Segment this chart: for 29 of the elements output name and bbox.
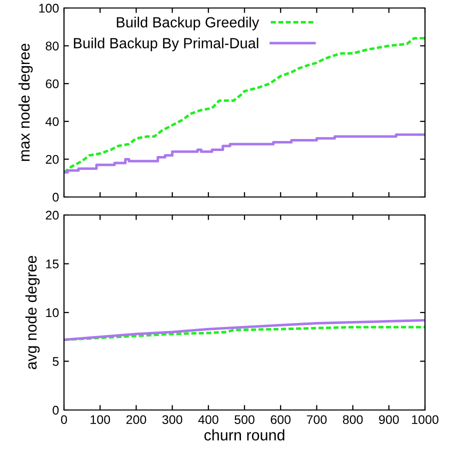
- y-tick-label: 80: [46, 42, 59, 50]
- y-tick-label: 0: [52, 192, 59, 202]
- y-tick-label: 10: [46, 308, 59, 318]
- x-axis-title: churn round: [204, 429, 284, 441]
- y-tick-label: 100: [39, 4, 59, 13]
- y-tick-label: 20: [46, 210, 59, 220]
- x-tick-label: 800: [342, 415, 363, 424]
- y-tick-label: 5: [52, 357, 59, 366]
- legend-label: Build Backup By Primal-Dual: [74, 38, 258, 52]
- x-tick-label: 0: [61, 415, 67, 424]
- x-tick-label: 400: [198, 415, 218, 424]
- x-tick-label: 700: [306, 415, 327, 424]
- x-tick-label: 600: [270, 415, 291, 424]
- y-tick-label: 20: [46, 155, 59, 164]
- x-tick-label: 200: [126, 415, 146, 424]
- x-tick-label: 900: [379, 415, 399, 424]
- y-tick-label: 15: [46, 260, 59, 268]
- x-tick-label: 1000: [412, 415, 438, 424]
- line-series: [64, 36, 425, 174]
- x-tick-label: 100: [90, 415, 110, 424]
- x-tick-label: 300: [162, 415, 182, 424]
- y-tick-label: 0: [52, 406, 59, 415]
- x-tick-label: 500: [234, 415, 254, 424]
- y-tick-label: 40: [46, 117, 59, 126]
- legend-label: Build Backup Greedily: [116, 16, 260, 30]
- line-series: [64, 319, 425, 342]
- y-tick-label: 60: [46, 79, 59, 88]
- y-axis-title: avg node degree: [25, 256, 40, 370]
- y-axis-title: max node degree: [18, 44, 33, 161]
